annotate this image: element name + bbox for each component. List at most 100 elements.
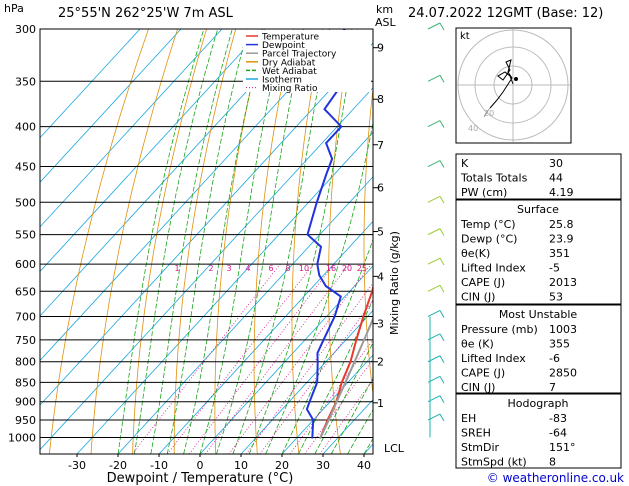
km-label: km [376,3,394,16]
km-tick-label: 2 [377,356,384,369]
indices-table: K 30 Totals Totals 44 PW (cm) 4.19 [455,153,622,200]
pressure-tick-label: 800 [15,356,36,369]
mixing-ratio-label: 20 [342,264,352,273]
mixing-ratio-label: 2 [208,264,213,273]
y-axis-label-right: Mixing Ratio (g/kg) [388,231,401,335]
surface-table: Surface Temp (°C) 25.8 Dewp (°C) 23.9 θe(K) 3… [455,199,622,305]
surface-key: θe(K) [461,247,490,260]
legend-entry: Mixing Ratio [262,84,318,94]
pressure-tick-label: 1000 [8,431,36,444]
wind-barb [439,75,445,83]
km-tick-label: 6 [377,182,384,195]
dry-adiabat-line [49,29,149,454]
surface-value: 53 [549,291,563,304]
wind-barb [439,285,445,293]
mixing-ratio-line [204,263,350,454]
wet-adiabat-line [330,377,373,454]
pressure-tick-label: 300 [15,23,36,36]
pressure-tick-label: 850 [15,376,36,389]
storm-motion-marker [514,77,518,81]
surface-value: 23.9 [549,233,574,246]
dry-adiabat-line [398,29,423,454]
hodograph-trace-gray [483,107,491,118]
km-tick-label: 3 [377,318,384,331]
most-unstable-table: Most Unstable Pressure (mb) 1003 θe (K) 355… [455,304,622,394]
most-unstable-value: 355 [549,338,570,351]
surface-value: 351 [549,247,570,260]
hodograph-value: 8 [549,456,556,469]
hodograph-ring-label: 20 [484,109,494,118]
pressure-tick-label: 600 [15,258,36,271]
index-value: 4.19 [549,186,574,199]
hodograph-value: 151° [549,441,576,454]
wet-adiabat-line [347,408,373,454]
hodograph-value: -64 [549,427,567,440]
wind-barb [439,160,445,168]
mixing-ratio-label: 6 [268,264,273,273]
mixing-ratio-label: 16 [326,264,336,273]
legend-entry: Wet Adiabat [262,67,317,77]
isotherm-line [40,42,373,406]
mixing-ratio-label: 25 [357,264,367,273]
isotherm-line [76,131,373,454]
temperature-trace [319,283,373,439]
pressure-tick-label: 900 [15,396,36,409]
wind-barb [439,333,445,342]
wind-barb [427,284,441,292]
km-tick-label: 1 [377,397,384,410]
asl-label: ASL [375,16,396,29]
most-unstable-key: Lifted Index [461,352,526,365]
wet-adiabat-line [248,29,358,454]
hodograph-table: Hodograph EH -83 SREH -64 StmDir 151° StmSpd (… [455,393,622,469]
isotherm-line [40,29,264,272]
x-tick-label: 0 [197,459,204,472]
isotherm-line [40,29,182,183]
most-unstable-key: Pressure (mb) [461,323,538,336]
km-tick-label: 4 [377,270,384,283]
dry-adiabat-line [291,29,324,454]
mixing-ratio-line [188,263,335,454]
pressure-tick-label: 750 [15,334,36,347]
x-tick-label: 40 [357,459,371,472]
mixing-ratio-label: 10 [299,264,309,273]
dry-adiabat-line [214,29,266,454]
x-tick-label: -10 [150,459,168,472]
pressure-tick-label: 700 [15,310,36,323]
hodograph-table-title: Hodograph [508,397,569,410]
dry-adiabat-line [132,29,207,454]
wind-barb [439,376,445,384]
wind-barb [439,355,445,363]
mixing-ratio-line [167,263,314,454]
wind-barb [427,74,441,82]
surface-value: -5 [549,262,560,275]
wind-barb [439,120,445,128]
dry-adiabat-line [328,29,353,454]
legend-entry: Isotherm [262,76,302,86]
isotherm-line [40,29,141,139]
mixing-ratio-label: 4 [245,264,250,273]
pressure-tick-label: 650 [15,285,36,298]
hodograph-key: SREH [461,427,491,440]
isotherm-line [40,29,223,228]
copyright: © weatheronline.co.uk [487,471,624,485]
isotherm-line [40,29,346,362]
pressure-tick-label: 400 [15,121,36,134]
surface-value: 25.8 [549,218,574,231]
wind-barb [439,395,445,403]
isotherm-line [40,87,373,451]
most-unstable-value: 2850 [549,367,577,380]
pressure-tick-label: 450 [15,161,36,174]
hodograph-value: -83 [549,412,567,425]
wet-adiabat-line [166,29,249,454]
km-tick-label: 9 [377,42,384,55]
wet-adiabat-line [199,29,285,454]
x-tick-label: 30 [316,459,330,472]
x-tick-label: -30 [68,459,86,472]
hpa-label: hPa [4,2,24,15]
most-unstable-value: -6 [549,352,560,365]
isotherm-line [117,176,373,454]
most-unstable-title: Most Unstable [499,308,578,321]
hodograph-key: EH [461,412,476,425]
hodograph-trace [489,59,514,109]
